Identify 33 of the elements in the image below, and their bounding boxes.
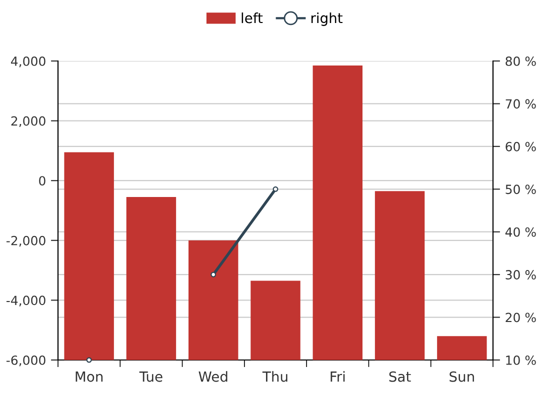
y-tick-label: 0 — [39, 176, 46, 186]
y2-tick-label: 70 % — [506, 99, 536, 109]
y2-tick-label: 20 % — [506, 312, 536, 322]
y2-tick-label: 30 % — [506, 270, 536, 280]
bar — [64, 152, 114, 360]
legend-label: left — [242, 12, 263, 24]
y-tick-label: 4,000 — [11, 56, 46, 68]
y2-tick-label: 50 % — [506, 184, 536, 194]
y-tick-label: -6,000 — [6, 355, 46, 366]
x-tick-label: Tue — [139, 372, 162, 382]
y2-tick-label: 60 % — [506, 142, 536, 152]
point — [272, 186, 278, 192]
point — [86, 357, 92, 363]
bar — [437, 336, 487, 360]
x-tick-label: Sun — [450, 371, 474, 382]
bar — [312, 65, 362, 360]
bar — [374, 191, 425, 360]
point — [210, 272, 216, 278]
x-tick-label: Wed — [198, 371, 228, 382]
x-tick-label: Mon — [76, 372, 103, 382]
bar — [188, 240, 238, 360]
bar — [126, 197, 176, 360]
bar — [250, 280, 300, 360]
y2-tick-label: 10 % — [506, 355, 536, 365]
legend-label: right — [311, 12, 343, 26]
y-tick-label: -2,000 — [6, 236, 46, 247]
x-tick-label: Fri — [330, 371, 345, 382]
x-tick-label: Sat — [389, 371, 411, 382]
x-tick-label: Thu — [262, 371, 288, 382]
y2-tick-label: 80 % — [506, 56, 536, 66]
y2-tick-label: 40 % — [505, 227, 536, 237]
y-tick-label: 2,000 — [11, 116, 46, 127]
y-tick-label: -4,000 — [6, 296, 46, 306]
